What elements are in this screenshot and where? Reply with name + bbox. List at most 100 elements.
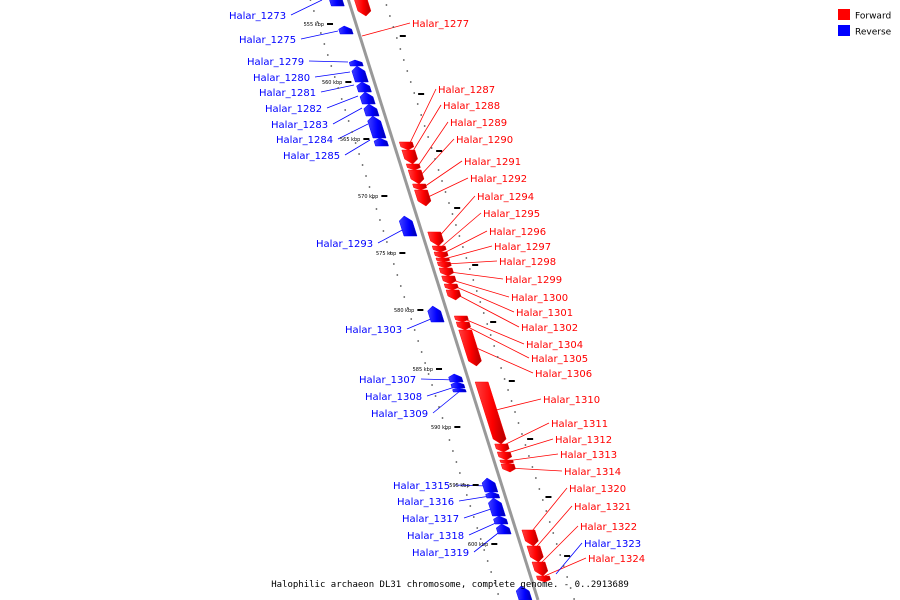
gene-label-halar-1300[interactable]: Halar_1300 [511,293,568,304]
gene-feature-halar-1288[interactable] [401,149,418,165]
gene-feature-halar-1312[interactable] [496,451,513,461]
gene-label-halar-1292[interactable]: Halar_1292 [470,174,527,185]
gene-feature-halar-1314[interactable] [500,463,516,473]
gene-feature-halar-1284[interactable] [367,115,387,139]
gene-feature-halar-1285[interactable] [373,137,389,147]
gene-feature-halar-1301[interactable] [443,283,459,291]
gene-feature-halar-1323[interactable] [515,585,533,600]
gene-label-halar-1281[interactable]: Halar_1281 [259,88,316,99]
gene-feature-halar-1318[interactable] [493,515,509,525]
gene-label-halar-1299[interactable]: Halar_1299 [505,275,562,286]
gene-feature-halar-1283[interactable] [363,103,380,117]
gene-label-halar-1319[interactable]: Halar_1319 [412,548,469,559]
gene-feature-halar-1305[interactable] [455,321,471,331]
gene-label-halar-1312[interactable]: Halar_1312 [555,435,612,446]
gene-feature-halar-1302[interactable] [445,289,462,301]
gene-label-halar-1308[interactable]: Halar_1308 [365,392,422,403]
gene-feature-halar-1316[interactable] [485,491,501,499]
gene-label-halar-1298[interactable]: Halar_1298 [499,257,556,268]
gene-feature-halar-1291[interactable] [412,183,428,191]
gene-feature-halar-1297[interactable] [435,257,451,263]
gene-label-halar-1310[interactable]: Halar_1310 [543,395,600,406]
gene-feature-halar-1292[interactable] [414,189,432,207]
gene-label-halar-1316[interactable]: Halar_1316 [397,497,454,508]
gene-label-halar-1309[interactable]: Halar_1309 [371,409,428,420]
gene-feature-halar-1321[interactable] [526,545,544,563]
gene-feature-halar-1322[interactable] [531,561,549,577]
gene-label-halar-1289[interactable]: Halar_1289 [450,118,507,129]
gene-feature-halar-1315[interactable] [481,477,499,493]
gene-feature-halar-1300[interactable] [441,275,457,285]
gene-feature-halar-1275[interactable] [338,25,354,35]
gene-feature-halar-1273[interactable] [328,0,345,7]
gene-feature-halar-1289[interactable] [405,163,421,171]
gene-label-halar-1295[interactable]: Halar_1295 [483,209,540,220]
gene-label-halar-1324[interactable]: Halar_1324 [588,554,645,565]
gene-feature-halar-1281[interactable] [356,81,372,93]
gene-label-halar-1313[interactable]: Halar_1313 [560,450,617,461]
gene-feature-halar-1298[interactable] [436,261,452,269]
gene-label-halar-1318[interactable]: Halar_1318 [407,531,464,542]
gene-feature-halar-1304[interactable] [453,315,469,323]
gene-feature-halar-1313[interactable] [499,459,514,465]
gene-label-halar-1306[interactable]: Halar_1306 [535,369,592,380]
gene-label-halar-1277[interactable]: Halar_1277 [412,19,469,30]
gene-feature-halar-1290[interactable] [407,169,425,185]
gene-label-halar-1296[interactable]: Halar_1296 [489,227,546,238]
gene-feature-halar-1280[interactable] [351,65,369,83]
gene-feature-halar-1293[interactable] [398,215,418,237]
gene-label-halar-1303[interactable]: Halar_1303 [345,325,402,336]
gene-label-halar-1302[interactable]: Halar_1302 [521,323,578,334]
gene-label-halar-1314[interactable]: Halar_1314 [564,467,621,478]
gene-label-halar-1284[interactable]: Halar_1284 [276,135,333,146]
gene-feature-halar-1282[interactable] [359,91,376,105]
gene-label-halar-1323[interactable]: Halar_1323 [584,539,641,550]
gene-label-halar-1317[interactable]: Halar_1317 [402,514,459,525]
gene-feature-halar-1294[interactable] [427,231,444,247]
gene-label-halar-1305[interactable]: Halar_1305 [531,354,588,365]
gene-feature-halar-1324[interactable] [536,575,551,583]
gene-label-halar-1279[interactable]: Halar_1279 [247,57,304,68]
gene-label-halar-1290[interactable]: Halar_1290 [456,135,513,146]
gene-feature-halar-1307[interactable] [448,373,464,383]
gene-label-halar-1304[interactable]: Halar_1304 [526,340,583,351]
gene-feature-halar-1279[interactable] [348,59,364,67]
gene-feature-halar-1317[interactable] [488,497,506,517]
gene-label-halar-1288[interactable]: Halar_1288 [443,101,500,112]
gene-label-halar-1307[interactable]: Halar_1307 [359,375,416,386]
gene-feature-halar-1319[interactable] [495,523,512,535]
gene-label-halar-1311[interactable]: Halar_1311 [551,419,608,430]
gene-feature-halar-1277[interactable] [354,0,372,17]
guide-dot [313,10,315,12]
gene-label-halar-1275[interactable]: Halar_1275 [239,35,296,46]
gene-label-halar-1273[interactable]: Halar_1273 [229,11,286,22]
leader-line [409,104,442,157]
gene-label-halar-1285[interactable]: Halar_1285 [283,151,340,162]
gene-label-halar-1282[interactable]: Halar_1282 [265,104,322,115]
gene-label-halar-1321[interactable]: Halar_1321 [574,502,631,513]
gene-feature-halar-1311[interactable] [494,443,510,453]
gene-feature-halar-1308[interactable] [450,381,466,389]
gene-feature-halar-1295[interactable] [431,245,447,253]
gene-label-halar-1322[interactable]: Halar_1322 [580,522,637,533]
guide-dot [385,4,388,6]
gene-label-halar-1315[interactable]: Halar_1315 [393,481,450,492]
gene-feature-halar-1320[interactable] [521,529,539,547]
gene-feature-halar-1296[interactable] [433,251,449,259]
gene-label-halar-1297[interactable]: Halar_1297 [494,242,551,253]
gene-label-halar-1291[interactable]: Halar_1291 [464,157,521,168]
gene-feature-halar-1299[interactable] [438,267,454,277]
gene-label-halar-1320[interactable]: Halar_1320 [569,484,626,495]
gene-label-halar-1283[interactable]: Halar_1283 [271,120,328,131]
gene-feature-halar-1287[interactable] [398,141,415,151]
leader-line [290,0,323,16]
gene-label-halar-1293[interactable]: Halar_1293 [316,239,373,250]
gene-label-halar-1301[interactable]: Halar_1301 [516,308,573,319]
gene-label-halar-1294[interactable]: Halar_1294 [477,192,534,203]
gene-feature-halar-1306[interactable] [458,329,482,367]
gene-feature-halar-1303[interactable] [427,305,445,323]
gene-feature-halar-1310[interactable] [474,381,507,445]
gene-feature-halar-1309[interactable] [452,387,467,393]
gene-label-halar-1287[interactable]: Halar_1287 [438,85,495,96]
gene-label-halar-1280[interactable]: Halar_1280 [253,73,310,84]
